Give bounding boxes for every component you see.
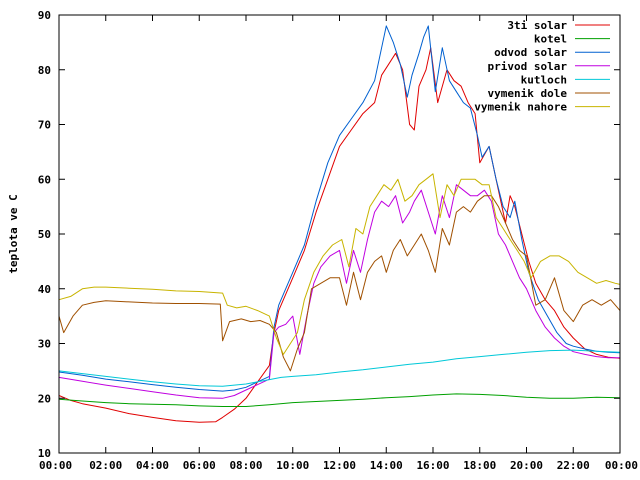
legend-label: 3ti solar bbox=[507, 19, 567, 32]
y-tick-label: 50 bbox=[38, 228, 51, 241]
series-line-3ti-solar bbox=[58, 47, 621, 423]
x-tick-label: 16:00 bbox=[416, 459, 449, 472]
x-tick-label: 14:00 bbox=[370, 459, 403, 472]
y-axis-label: teplota ve C bbox=[7, 194, 20, 273]
series-layer bbox=[58, 25, 621, 423]
x-tick-label: 18:00 bbox=[463, 459, 496, 472]
ticks-layer: 10 20 30 40 50 60 70 80 90 00:00 02:00 04:00 06:00 08… bbox=[38, 9, 638, 472]
y-tick-label: 80 bbox=[38, 64, 51, 77]
y-tick-label: 60 bbox=[38, 173, 51, 186]
x-tick-label: 22:00 bbox=[557, 459, 590, 472]
y-tick-label: 10 bbox=[38, 447, 51, 460]
legend-label: kotel bbox=[534, 33, 567, 46]
x-tick-label: 12:00 bbox=[323, 459, 356, 472]
legend-label: kutloch bbox=[521, 73, 567, 86]
y-tick-label: 30 bbox=[38, 338, 51, 351]
series-line-kutloch bbox=[58, 349, 621, 387]
series-line-vymenik-nahore bbox=[58, 173, 621, 355]
y-tick-label: 70 bbox=[38, 119, 51, 132]
x-tick-label: 00:00 bbox=[39, 459, 72, 472]
x-tick-label: 08:00 bbox=[229, 459, 262, 472]
y-tick-label: 40 bbox=[38, 283, 51, 296]
x-tick-label: 20:00 bbox=[510, 459, 543, 472]
y-tick-label: 20 bbox=[38, 392, 51, 405]
legend-label: vymenik dole bbox=[488, 87, 568, 100]
y-tick-label: 90 bbox=[38, 9, 51, 22]
legend-label: privod solar bbox=[488, 60, 568, 73]
x-tick-label: 02:00 bbox=[89, 459, 122, 472]
x-tick-label: 04:00 bbox=[136, 459, 169, 472]
series-line-vymenik-dole bbox=[58, 195, 621, 372]
x-tick-label: 06:00 bbox=[183, 459, 216, 472]
legend-label: odvod solar bbox=[494, 46, 567, 59]
x-tick-label: 00:00 bbox=[605, 459, 638, 472]
x-tick-label: 10:00 bbox=[276, 459, 309, 472]
series-line-odvod-solar bbox=[58, 25, 621, 392]
series-line-privod-solar bbox=[58, 184, 620, 399]
legend-label: vymenik nahore bbox=[474, 101, 567, 114]
series-line-kotel bbox=[58, 393, 621, 407]
